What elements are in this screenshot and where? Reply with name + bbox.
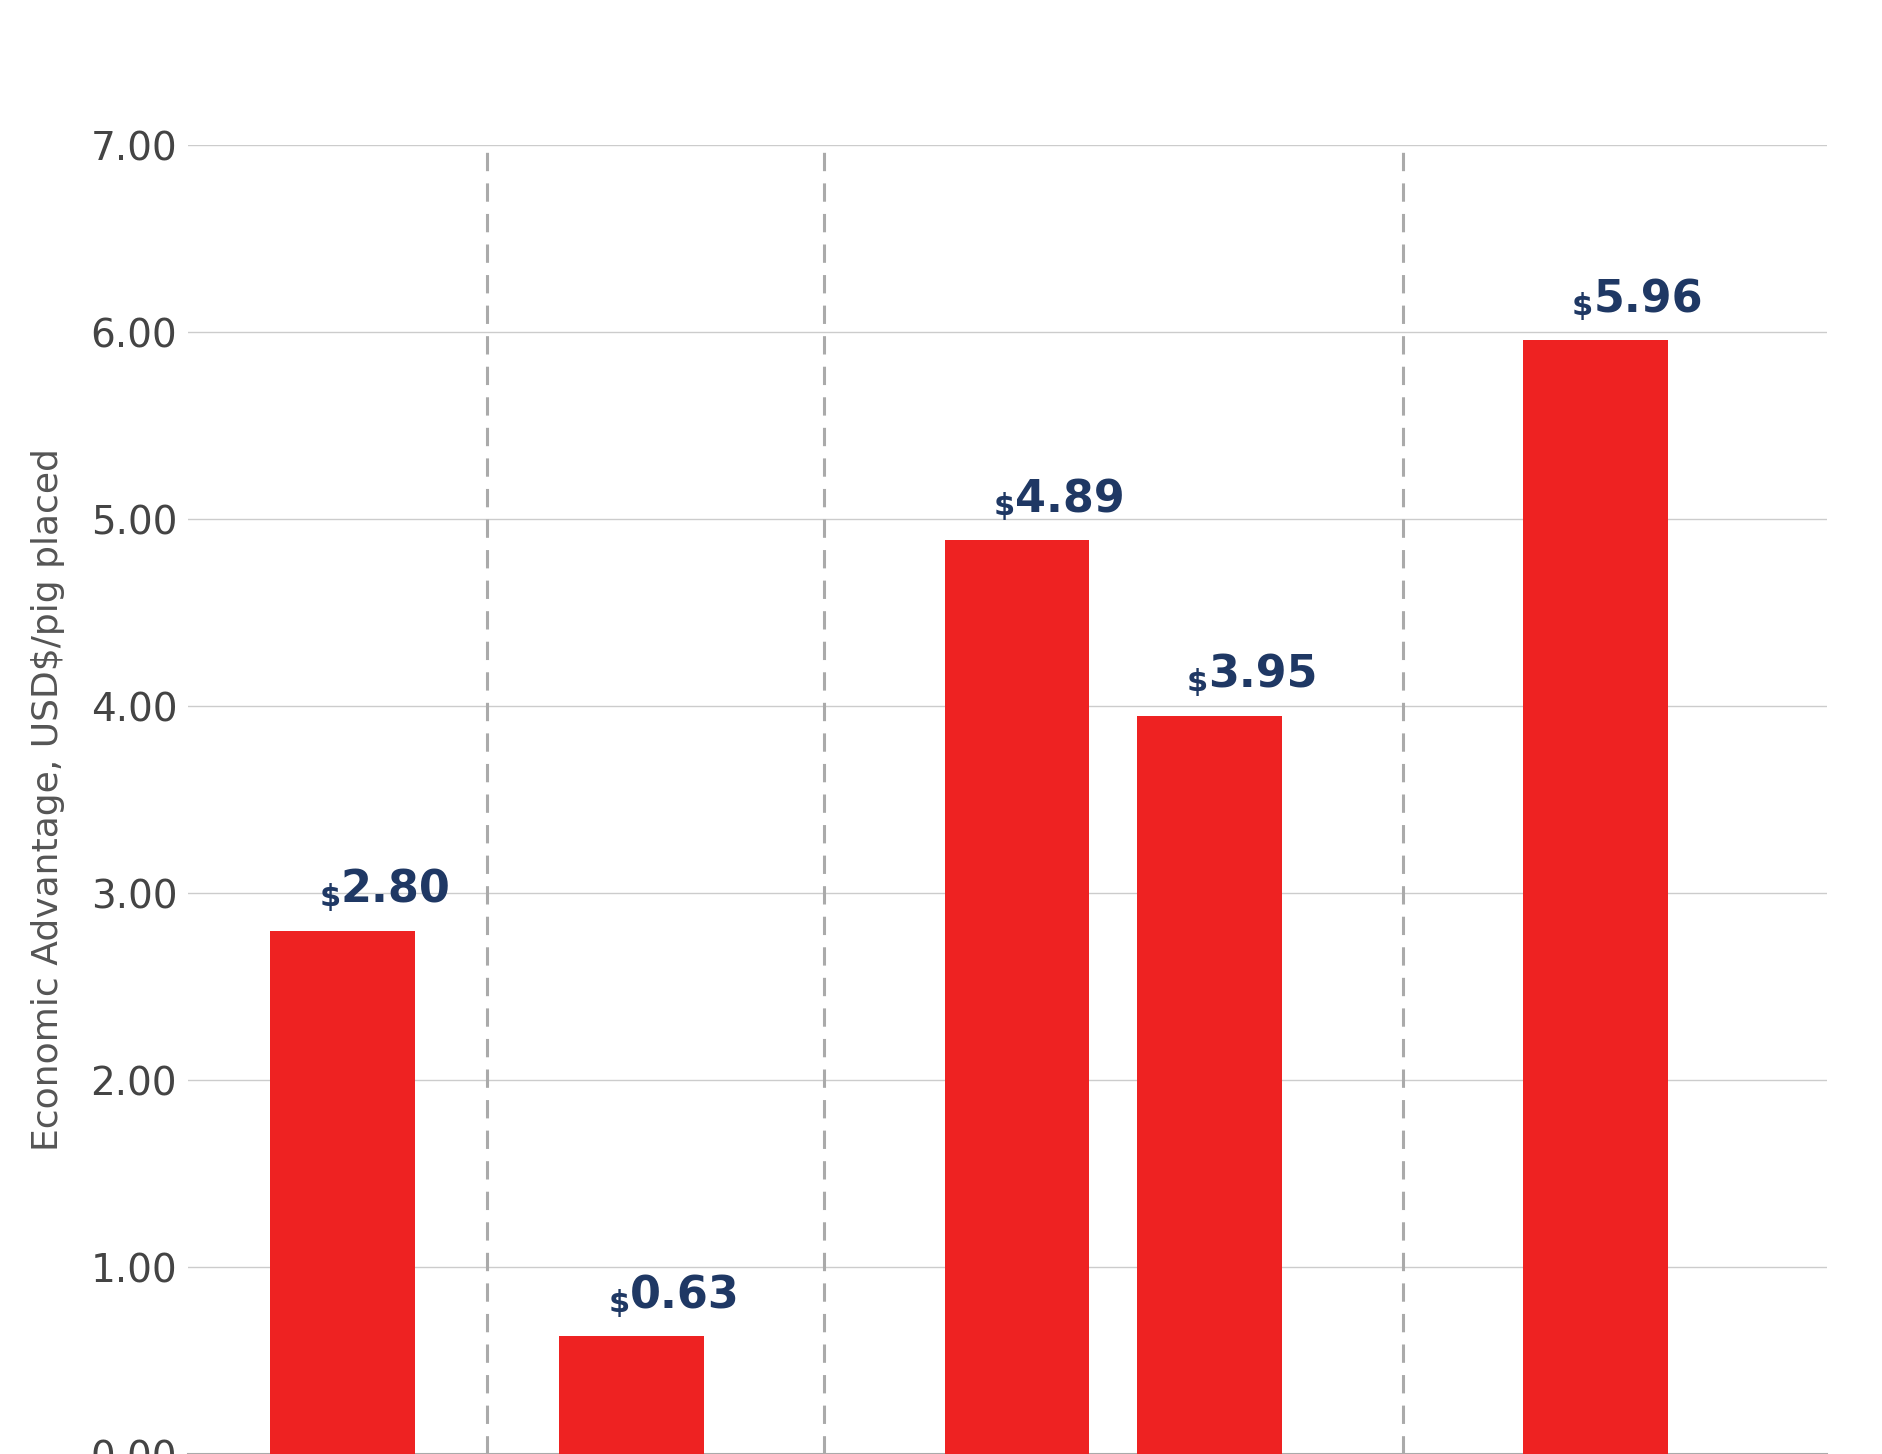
Text: 4.89: 4.89 bbox=[1014, 478, 1124, 521]
Text: 3.95: 3.95 bbox=[1206, 654, 1317, 696]
Text: $: $ bbox=[1571, 292, 1592, 321]
Text: $: $ bbox=[608, 1288, 629, 1317]
Bar bbox=[1523, 340, 1667, 1454]
Bar bbox=[945, 539, 1088, 1454]
Bar bbox=[559, 1336, 704, 1454]
Y-axis label: Economic Advantage, USD$/pig placed: Economic Advantage, USD$/pig placed bbox=[32, 448, 66, 1152]
Text: 2.80: 2.80 bbox=[341, 869, 450, 912]
Text: 5.96: 5.96 bbox=[1592, 278, 1701, 321]
Text: $: $ bbox=[994, 491, 1014, 521]
Text: PIC®337 Economic Advantage (USD$)**: PIC®337 Economic Advantage (USD$)** bbox=[228, 39, 1786, 106]
Text: 0.63: 0.63 bbox=[629, 1275, 740, 1317]
Bar bbox=[1137, 715, 1282, 1454]
Text: $: $ bbox=[1186, 667, 1206, 696]
Bar bbox=[271, 931, 414, 1454]
Text: $: $ bbox=[320, 883, 341, 912]
